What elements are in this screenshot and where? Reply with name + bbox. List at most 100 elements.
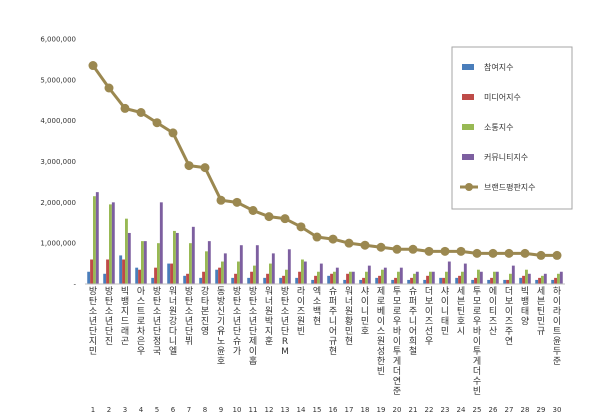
bar-3-25 xyxy=(477,269,480,284)
bar-4-22 xyxy=(431,271,435,284)
y-axis-ticks: - 1,000,000 2,000,000 3,000,000 4,000,000 5,0… xyxy=(40,36,76,289)
bar-2-2 xyxy=(106,259,109,284)
bar-4-29 xyxy=(543,273,547,284)
brand-index-point-10 xyxy=(232,197,242,207)
bar-1-24 xyxy=(455,277,459,285)
brand-index-point-26 xyxy=(488,248,498,258)
brand-index-point-14 xyxy=(296,222,306,232)
rank-label-24: 24 xyxy=(457,406,466,414)
y-tick-label: - xyxy=(73,281,76,289)
bar-1-1 xyxy=(87,271,91,284)
bar-1-28 xyxy=(519,277,523,285)
bar-4-19 xyxy=(383,267,387,284)
bar-1-11 xyxy=(247,277,251,285)
bar-1-19 xyxy=(375,277,379,285)
x-axis-rank-labels: 1 2 3 4 5 6 7 8 9 10 11 12 13 14 15 16 17 18 19 20 21 22 23 24 2… xyxy=(91,406,562,414)
bar-3-17 xyxy=(349,271,352,284)
bar-2-5 xyxy=(154,267,157,284)
brand-index-point-22 xyxy=(424,246,434,256)
bar-1-17 xyxy=(343,279,347,284)
bar-3-11 xyxy=(253,265,256,285)
brand-index-point-7 xyxy=(184,161,194,171)
bar-3-12 xyxy=(269,263,272,284)
bar-3-30 xyxy=(557,273,560,284)
rank-label-21: 21 xyxy=(409,406,418,414)
bar-4-20 xyxy=(399,267,403,284)
legend-swatch-marker xyxy=(465,183,473,191)
rank-label-9: 9 xyxy=(219,406,223,414)
rank-label-1: 1 xyxy=(91,406,95,414)
brand-index-point-1 xyxy=(88,61,98,71)
bar-3-22 xyxy=(429,271,432,284)
bar-3-27 xyxy=(509,273,512,284)
bar-4-30 xyxy=(559,271,563,284)
bar-2-29 xyxy=(538,277,541,285)
brand-index-point-28 xyxy=(520,248,530,258)
rank-label-10: 10 xyxy=(233,406,242,414)
bar-3-1 xyxy=(93,196,96,284)
bar-2-30 xyxy=(554,277,557,285)
brand-index-point-24 xyxy=(456,246,466,256)
brand-index-point-12 xyxy=(264,212,274,222)
bar-2-23 xyxy=(442,277,445,285)
bar-1-26 xyxy=(487,279,491,284)
brand-index-point-2 xyxy=(104,83,114,93)
bar-1-22 xyxy=(423,279,427,284)
brand-index-point-20 xyxy=(392,244,402,254)
bar-2-11 xyxy=(250,271,253,284)
brand-index-point-15 xyxy=(312,232,322,242)
rank-label-19: 19 xyxy=(377,406,386,414)
bar-4-10 xyxy=(239,245,243,284)
bar-2-28 xyxy=(522,275,525,284)
bar-3-5 xyxy=(157,243,160,284)
legend-swatch-3 xyxy=(462,124,474,130)
bar-3-3 xyxy=(125,218,128,284)
bar-3-13 xyxy=(285,269,288,284)
brand-index-point-25 xyxy=(472,248,482,258)
legend-label-5: 브랜드평판지수 xyxy=(484,182,536,192)
bar-3-10 xyxy=(237,261,240,284)
bar-1-16 xyxy=(327,275,331,284)
bar-4-12 xyxy=(271,253,275,285)
line-series xyxy=(88,61,562,260)
bar-3-8 xyxy=(205,251,208,284)
bar-1-14 xyxy=(295,277,299,285)
rank-label-7: 7 xyxy=(187,406,191,414)
brand-index-point-16 xyxy=(328,234,338,244)
legend-label-3: 소통지수 xyxy=(484,123,513,132)
bar-1-3 xyxy=(119,255,123,284)
bar-1-13 xyxy=(279,277,283,285)
rank-label-30: 30 xyxy=(553,406,562,414)
brand-index-point-21 xyxy=(408,244,418,254)
legend-label-4: 커뮤니티지수 xyxy=(484,152,528,162)
bar-4-24 xyxy=(463,263,467,284)
bar-2-4 xyxy=(138,269,141,284)
bar-3-26 xyxy=(493,271,496,284)
brand-index-point-18 xyxy=(360,240,370,250)
y-tick-label: 2,000,000 xyxy=(40,199,76,207)
x-axis-category-labels: 방 탄 소 년 단 지 민 방 탄 소 년 단 진 빅 뱅 지 드 래 곤 아 스 트 로 차 은 우 방 탄 소 년 단 정 국 워 너 원 강 다 니 엘… xyxy=(89,285,562,397)
rank-label-8: 8 xyxy=(203,406,207,414)
legend-label-2: 미디어지수 xyxy=(484,92,521,102)
bar-3-20 xyxy=(397,271,400,284)
bar-4-14 xyxy=(303,261,307,284)
legend-swatch-4 xyxy=(462,154,474,160)
bar-1-5 xyxy=(151,277,155,285)
bar-4-4 xyxy=(143,241,147,285)
bar-4-16 xyxy=(335,267,339,284)
rank-label-16: 16 xyxy=(329,406,338,414)
